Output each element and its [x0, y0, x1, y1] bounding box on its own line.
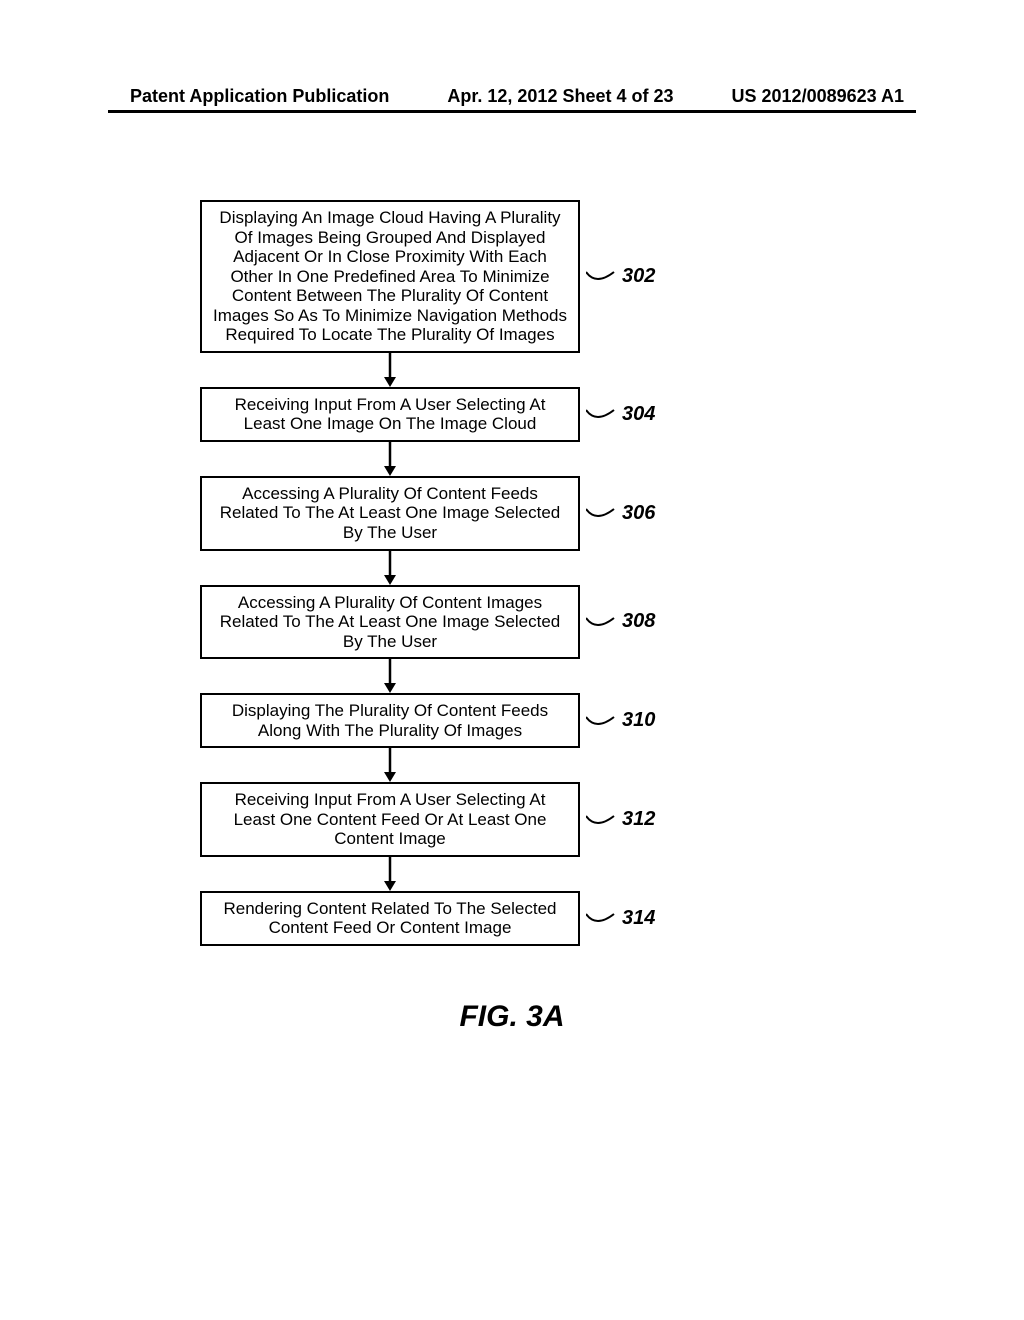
leader-line-icon	[586, 810, 616, 830]
page-header: Patent Application Publication Apr. 12, …	[0, 86, 1024, 107]
leader-line-icon	[586, 711, 616, 731]
flow-step-box: Accessing A Plurality Of Content Images …	[200, 585, 580, 660]
header-left: Patent Application Publication	[130, 86, 389, 107]
reference-label-group: 304	[586, 403, 655, 426]
flow-step-text: Displaying An Image Cloud Having A Plura…	[212, 208, 568, 345]
reference-label-group: 310	[586, 709, 655, 732]
reference-label-group: 312	[586, 808, 655, 831]
flow-step-box: Displaying An Image Cloud Having A Plura…	[200, 200, 580, 353]
flow-step-row: Receiving Input From A User Selecting At…	[0, 782, 1024, 857]
leader-line-icon	[586, 266, 616, 286]
leader-line-icon	[586, 612, 616, 632]
reference-number: 310	[622, 709, 655, 732]
flow-step-text: Accessing A Plurality Of Content Images …	[212, 593, 568, 652]
flow-step-box: Accessing A Plurality Of Content Feeds R…	[200, 476, 580, 551]
leader-line-icon	[586, 404, 616, 424]
flow-step-box: Displaying The Plurality Of Content Feed…	[200, 693, 580, 748]
flow-step-text: Rendering Content Related To The Selecte…	[212, 899, 568, 938]
flow-step-box: Receiving Input From A User Selecting At…	[200, 387, 580, 442]
header-center: Apr. 12, 2012 Sheet 4 of 23	[447, 86, 673, 107]
flow-step-row: Accessing A Plurality Of Content Images …	[0, 585, 1024, 660]
leader-line-icon	[586, 503, 616, 523]
flow-step-row: Displaying An Image Cloud Having A Plura…	[0, 200, 1024, 353]
flow-step-row: Accessing A Plurality Of Content Feeds R…	[0, 476, 1024, 551]
reference-label-group: 308	[586, 610, 655, 633]
flow-step-text: Receiving Input From A User Selecting At…	[212, 395, 568, 434]
flow-arrow	[0, 442, 1024, 476]
reference-number: 302	[622, 265, 655, 288]
page: Patent Application Publication Apr. 12, …	[0, 0, 1024, 1320]
flow-step-row: Rendering Content Related To The Selecte…	[0, 891, 1024, 946]
header-rule	[108, 110, 916, 113]
flow-arrow	[0, 857, 1024, 891]
header-right: US 2012/0089623 A1	[732, 86, 904, 107]
flowchart: Displaying An Image Cloud Having A Plura…	[0, 200, 1024, 946]
reference-label-group: 314	[586, 907, 655, 930]
reference-label-group: 302	[586, 265, 655, 288]
reference-label-group: 306	[586, 502, 655, 525]
flow-arrow	[0, 551, 1024, 585]
flow-step-box: Rendering Content Related To The Selecte…	[200, 891, 580, 946]
reference-number: 314	[622, 907, 655, 930]
flow-arrow	[0, 748, 1024, 782]
flow-step-text: Accessing A Plurality Of Content Feeds R…	[212, 484, 568, 543]
flow-step-text: Receiving Input From A User Selecting At…	[212, 790, 568, 849]
flow-step-row: Receiving Input From A User Selecting At…	[0, 387, 1024, 442]
reference-number: 304	[622, 403, 655, 426]
flow-arrow	[0, 353, 1024, 387]
flow-step-box: Receiving Input From A User Selecting At…	[200, 782, 580, 857]
reference-number: 306	[622, 502, 655, 525]
reference-number: 312	[622, 808, 655, 831]
figure-caption: FIG. 3A	[0, 1000, 1024, 1034]
leader-line-icon	[586, 908, 616, 928]
flow-step-row: Displaying The Plurality Of Content Feed…	[0, 693, 1024, 748]
reference-number: 308	[622, 610, 655, 633]
flow-step-text: Displaying The Plurality Of Content Feed…	[212, 701, 568, 740]
flow-arrow	[0, 659, 1024, 693]
